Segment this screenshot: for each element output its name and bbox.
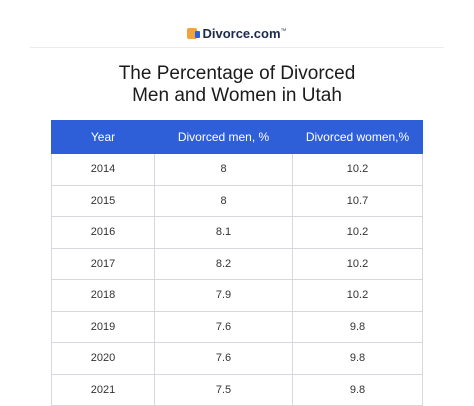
- title: The Percentage of Divorced Men and Women…: [0, 63, 474, 107]
- table-cell: 10.2: [292, 279, 423, 312]
- table-cell: 8.1: [154, 216, 293, 249]
- logo: Divorce.com™: [0, 26, 474, 41]
- table-cell: 8: [154, 184, 293, 217]
- table-cell: 2021: [51, 373, 155, 406]
- table-cell: 2014: [51, 153, 155, 186]
- data-table: Year Divorced men, % Divorced women,% 2014…: [51, 120, 423, 406]
- logo-mark: ™: [280, 28, 287, 35]
- title-line: Men and Women in Utah: [132, 85, 342, 106]
- table-row: 2017 8.2 10.2: [51, 247, 423, 280]
- table-cell: 10.2: [292, 153, 423, 186]
- table-body: 2014 8 10.2 2015 8 10.7 2016 8.1 10.2 2017 8.2 10.2…: [51, 153, 423, 406]
- title-line: The Percentage of Divorced: [118, 63, 356, 84]
- table-cell: 7.6: [154, 310, 293, 343]
- table-cell: 7.5: [154, 373, 293, 406]
- table-cell: 9.8: [292, 342, 423, 375]
- header-cell: Divorced men, %: [154, 120, 293, 154]
- header-row: Year Divorced men, % Divorced women,%: [51, 120, 423, 154]
- table-cell: 9.8: [292, 310, 423, 343]
- table-cell: 8: [154, 153, 293, 186]
- table-cell: 2019: [51, 310, 155, 343]
- table-cell: 10.2: [292, 216, 423, 249]
- logo-icon: [187, 28, 201, 39]
- table-cell: 10.2: [292, 247, 423, 280]
- logo-name: Divorce.com: [202, 26, 281, 41]
- table-cell: 7.9: [154, 279, 293, 312]
- table-row: 2018 7.9 10.2: [51, 279, 423, 312]
- table-row: 2019 7.6 9.8: [51, 310, 423, 343]
- table-row: 2014 8 10.2: [51, 153, 423, 186]
- table-cell: 2017: [51, 247, 155, 280]
- divider: [30, 47, 444, 48]
- table-cell: 9.8: [292, 373, 423, 406]
- header-cell: Year: [51, 120, 155, 154]
- table-row: 2015 8 10.7: [51, 184, 423, 217]
- table-cell: 2016: [51, 216, 155, 249]
- table-cell: 8.2: [154, 247, 293, 280]
- table-cell: 2018: [51, 279, 155, 312]
- table-cell: 10.7: [292, 184, 423, 217]
- table-cell: 7.6: [154, 342, 293, 375]
- table-cell: 2020: [51, 342, 155, 375]
- table-row: 2016 8.1 10.2: [51, 216, 423, 249]
- table-row: 2021 7.5 9.8: [51, 373, 423, 406]
- table-cell: 2015: [51, 184, 155, 217]
- header-cell: Divorced women,%: [292, 120, 423, 154]
- table-row: 2020 7.6 9.8: [51, 342, 423, 375]
